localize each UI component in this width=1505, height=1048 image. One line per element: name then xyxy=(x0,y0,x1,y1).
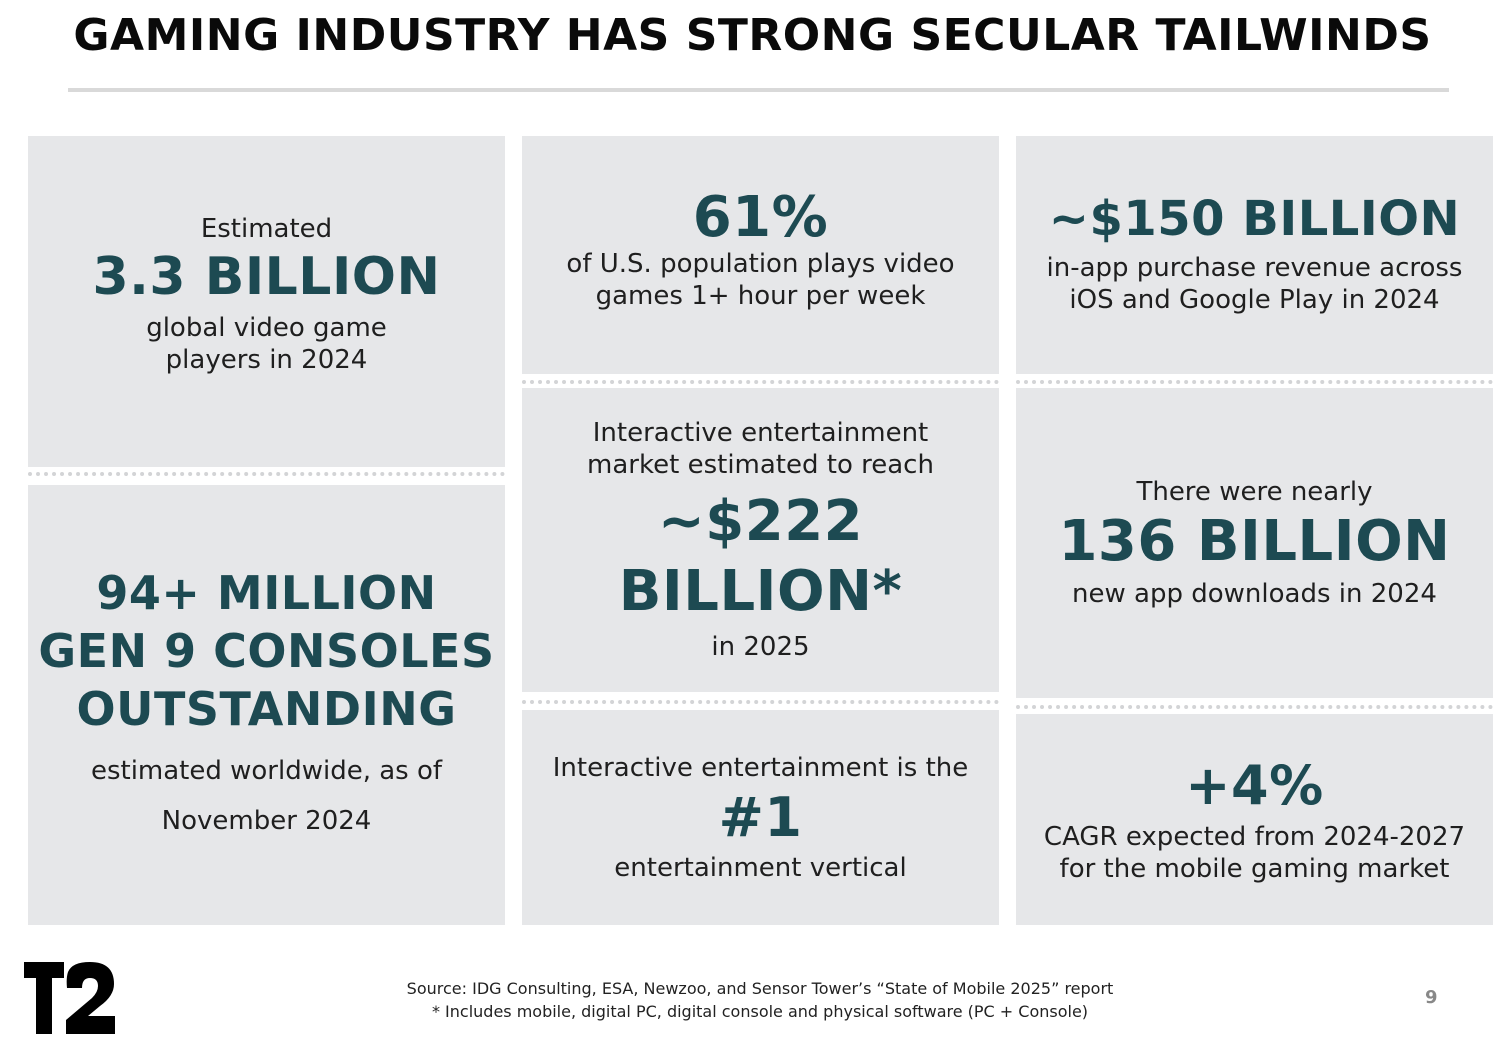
card-cagr: +4% CAGR expected from 2024-2027 for the… xyxy=(1016,714,1493,925)
players-post1: global video game xyxy=(146,312,387,343)
market-big1: ~$222 xyxy=(657,489,864,554)
market-post: in 2025 xyxy=(711,632,810,662)
consoles-big2: GEN 9 CONSOLES xyxy=(38,624,495,678)
vertical-pre: Interactive entertainment is the xyxy=(552,752,969,783)
vertical-big: #1 xyxy=(718,785,803,849)
page-number: 9 xyxy=(1425,987,1438,1008)
t2-logo-icon: T2 xyxy=(24,962,115,1034)
iap-big: ~$150 BILLION xyxy=(1048,191,1461,248)
footer-notes: Source: IDG Consulting, ESA, Newzoo, and… xyxy=(0,977,1505,1023)
consoles-big1: 94+ MILLION xyxy=(96,566,437,620)
slide-title: GAMING INDUSTRY HAS STRONG SECULAR TAILW… xyxy=(73,10,1432,61)
players-big: 3.3 BILLION xyxy=(92,247,441,308)
downloads-post: new app downloads in 2024 xyxy=(1072,579,1437,610)
consoles-post2: November 2024 xyxy=(161,806,372,836)
downloads-pre: There were nearly xyxy=(1136,476,1373,507)
market-pre2: market estimated to reach xyxy=(587,450,934,480)
cagr-post1: CAGR expected from 2024-2027 xyxy=(1043,821,1466,852)
players-pre: Estimated xyxy=(200,214,333,245)
title-divider xyxy=(68,88,1449,92)
divider-col2-b xyxy=(522,700,999,704)
card-market: Interactive entertainment market estimat… xyxy=(522,388,999,692)
divider-col1 xyxy=(28,472,505,476)
downloads-big: 136 BILLION xyxy=(1058,508,1451,574)
consoles-post1: estimated worldwide, as of xyxy=(90,756,443,786)
cagr-big: +4% xyxy=(1185,753,1324,817)
divider-col3-a xyxy=(1016,380,1493,384)
divider-col3-b xyxy=(1016,705,1493,709)
card-vertical: Interactive entertainment is the #1 ente… xyxy=(522,710,999,925)
vertical-post: entertainment vertical xyxy=(614,852,907,883)
footer-source: Source: IDG Consulting, ESA, Newzoo, and… xyxy=(406,979,1114,998)
company-logo: T2 xyxy=(24,962,116,1039)
footer-note: * Includes mobile, digital PC, digital c… xyxy=(431,1002,1089,1021)
divider-col2-a xyxy=(522,380,999,384)
cagr-post2: for the mobile gaming market xyxy=(1059,853,1450,884)
card-consoles: 94+ MILLION GEN 9 CONSOLES OUTSTANDING e… xyxy=(28,485,505,925)
card-players: Estimated 3.3 BILLION global video game … xyxy=(28,136,505,467)
card-downloads: There were nearly 136 BILLION new app do… xyxy=(1016,388,1493,698)
card-us-population: 61% of U.S. population plays video games… xyxy=(522,136,999,374)
market-big2: BILLION* xyxy=(618,559,903,624)
us-pop-post1: of U.S. population plays video xyxy=(566,249,955,280)
consoles-big3: OUTSTANDING xyxy=(76,682,457,736)
players-post2: players in 2024 xyxy=(165,344,368,375)
iap-post2: iOS and Google Play in 2024 xyxy=(1069,284,1440,315)
card-iap: ~$150 BILLION in-app purchase revenue ac… xyxy=(1016,136,1493,374)
us-pop-big: 61% xyxy=(692,184,829,250)
us-pop-post2: games 1+ hour per week xyxy=(595,281,926,312)
iap-post1: in-app purchase revenue across xyxy=(1046,252,1463,283)
market-pre1: Interactive entertainment xyxy=(592,418,929,448)
